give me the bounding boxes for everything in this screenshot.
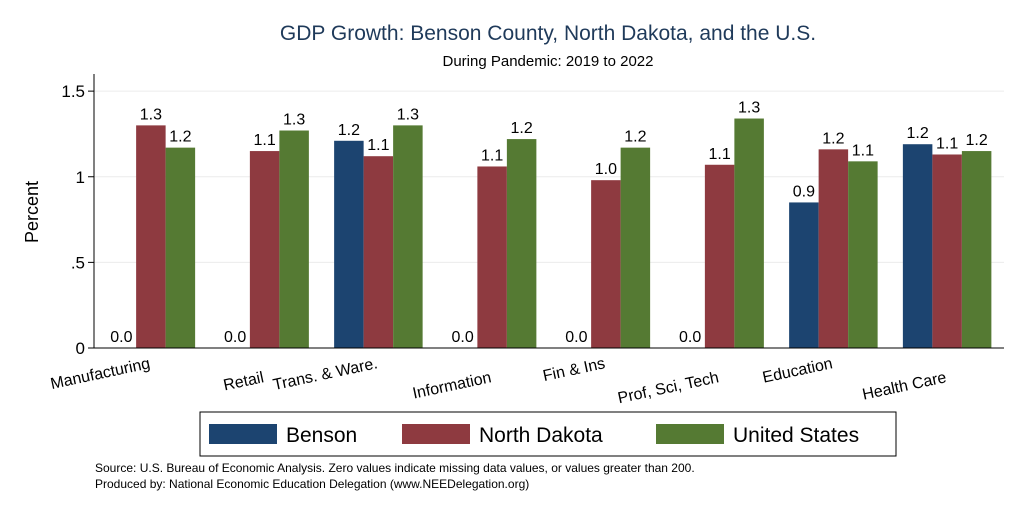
data-label: 0.0 [224,329,246,346]
data-label: 1.3 [397,106,419,123]
produced-by-note: Produced by: National Economic Education… [95,477,529,491]
legend-swatch [402,424,470,444]
legend-box [199,411,897,457]
chart-subtitle: During Pandemic: 2019 to 2022 [443,53,654,70]
legend-label: North Dakota [479,424,603,447]
y-axis-ticks: 0 .5 1 1.5 [61,82,94,358]
x-axis-categories: Manufacturing Retail Trans. & Ware. Informa… [49,355,948,407]
data-label: 0.0 [452,329,474,346]
bar [279,130,309,348]
chart-title: GDP Growth: Benson County, North Dakota,… [280,22,816,45]
x-category-label: Health Care [861,369,948,403]
bar [363,156,394,348]
x-category-label: Fin & Ins [541,355,606,385]
legend-swatch [656,424,724,444]
bar [818,149,849,348]
x-category-label: Manufacturing [49,355,152,393]
data-label: 1.1 [254,132,276,149]
y-tick-label: 0 [76,339,85,358]
bar [506,139,537,348]
data-label: 1.2 [907,125,929,142]
source-note: Source: U.S. Bureau of Economic Analysis… [95,461,695,475]
bar [789,202,819,348]
data-label: 1.2 [511,120,533,137]
x-category-label: Education [761,355,834,386]
data-label: 1.0 [595,161,617,178]
data-label: 1.2 [966,132,988,149]
bar [848,161,878,348]
bar [477,166,507,348]
data-label: 1.2 [338,122,360,139]
legend-label: United States [733,424,859,447]
bar [249,151,280,348]
data-label: 1.3 [140,106,162,123]
data-label: 1.1 [481,147,503,164]
data-label: 0.0 [679,329,701,346]
x-category-label: Trans. & Ware. [272,355,380,394]
value-labels: 0.0 1.3 1.2 0.0 1.1 1.3 1.2 1.1 1.3 0.0 1.1 1.2 0.0 1… [110,100,988,346]
legend: Benson North Dakota United States [199,411,897,457]
legend-label: Benson [286,424,357,447]
y-axis-label: Percent [22,181,42,243]
data-label: 1.3 [283,112,305,129]
bar [136,125,166,348]
bar [591,180,621,348]
legend-swatch [209,424,277,444]
bar [334,140,364,348]
bar [734,118,764,349]
data-label: 0.0 [110,329,132,346]
y-tick-label: .5 [71,253,85,272]
x-category-label: Information [411,369,493,402]
bars [136,118,992,349]
data-label: 0.9 [793,183,815,200]
bar [165,147,196,348]
x-category-label: Prof, Sci, Tech [616,369,720,407]
bar [704,164,735,348]
data-label: 1.1 [852,142,874,159]
data-label: 0.0 [565,329,587,346]
y-tick-label: 1 [76,168,85,187]
bar [961,151,992,348]
bar [902,144,933,348]
data-label: 1.2 [169,129,191,146]
bar [932,154,962,348]
data-label: 1.3 [738,100,760,117]
data-label: 1.2 [822,130,844,147]
data-label: 1.1 [367,137,389,154]
y-tick-label: 1.5 [61,82,85,101]
bar [620,147,651,348]
data-label: 1.1 [936,135,958,152]
x-category-label: Retail [222,369,266,394]
data-label: 1.2 [624,129,646,146]
bar [393,125,423,348]
data-label: 1.1 [709,146,731,163]
